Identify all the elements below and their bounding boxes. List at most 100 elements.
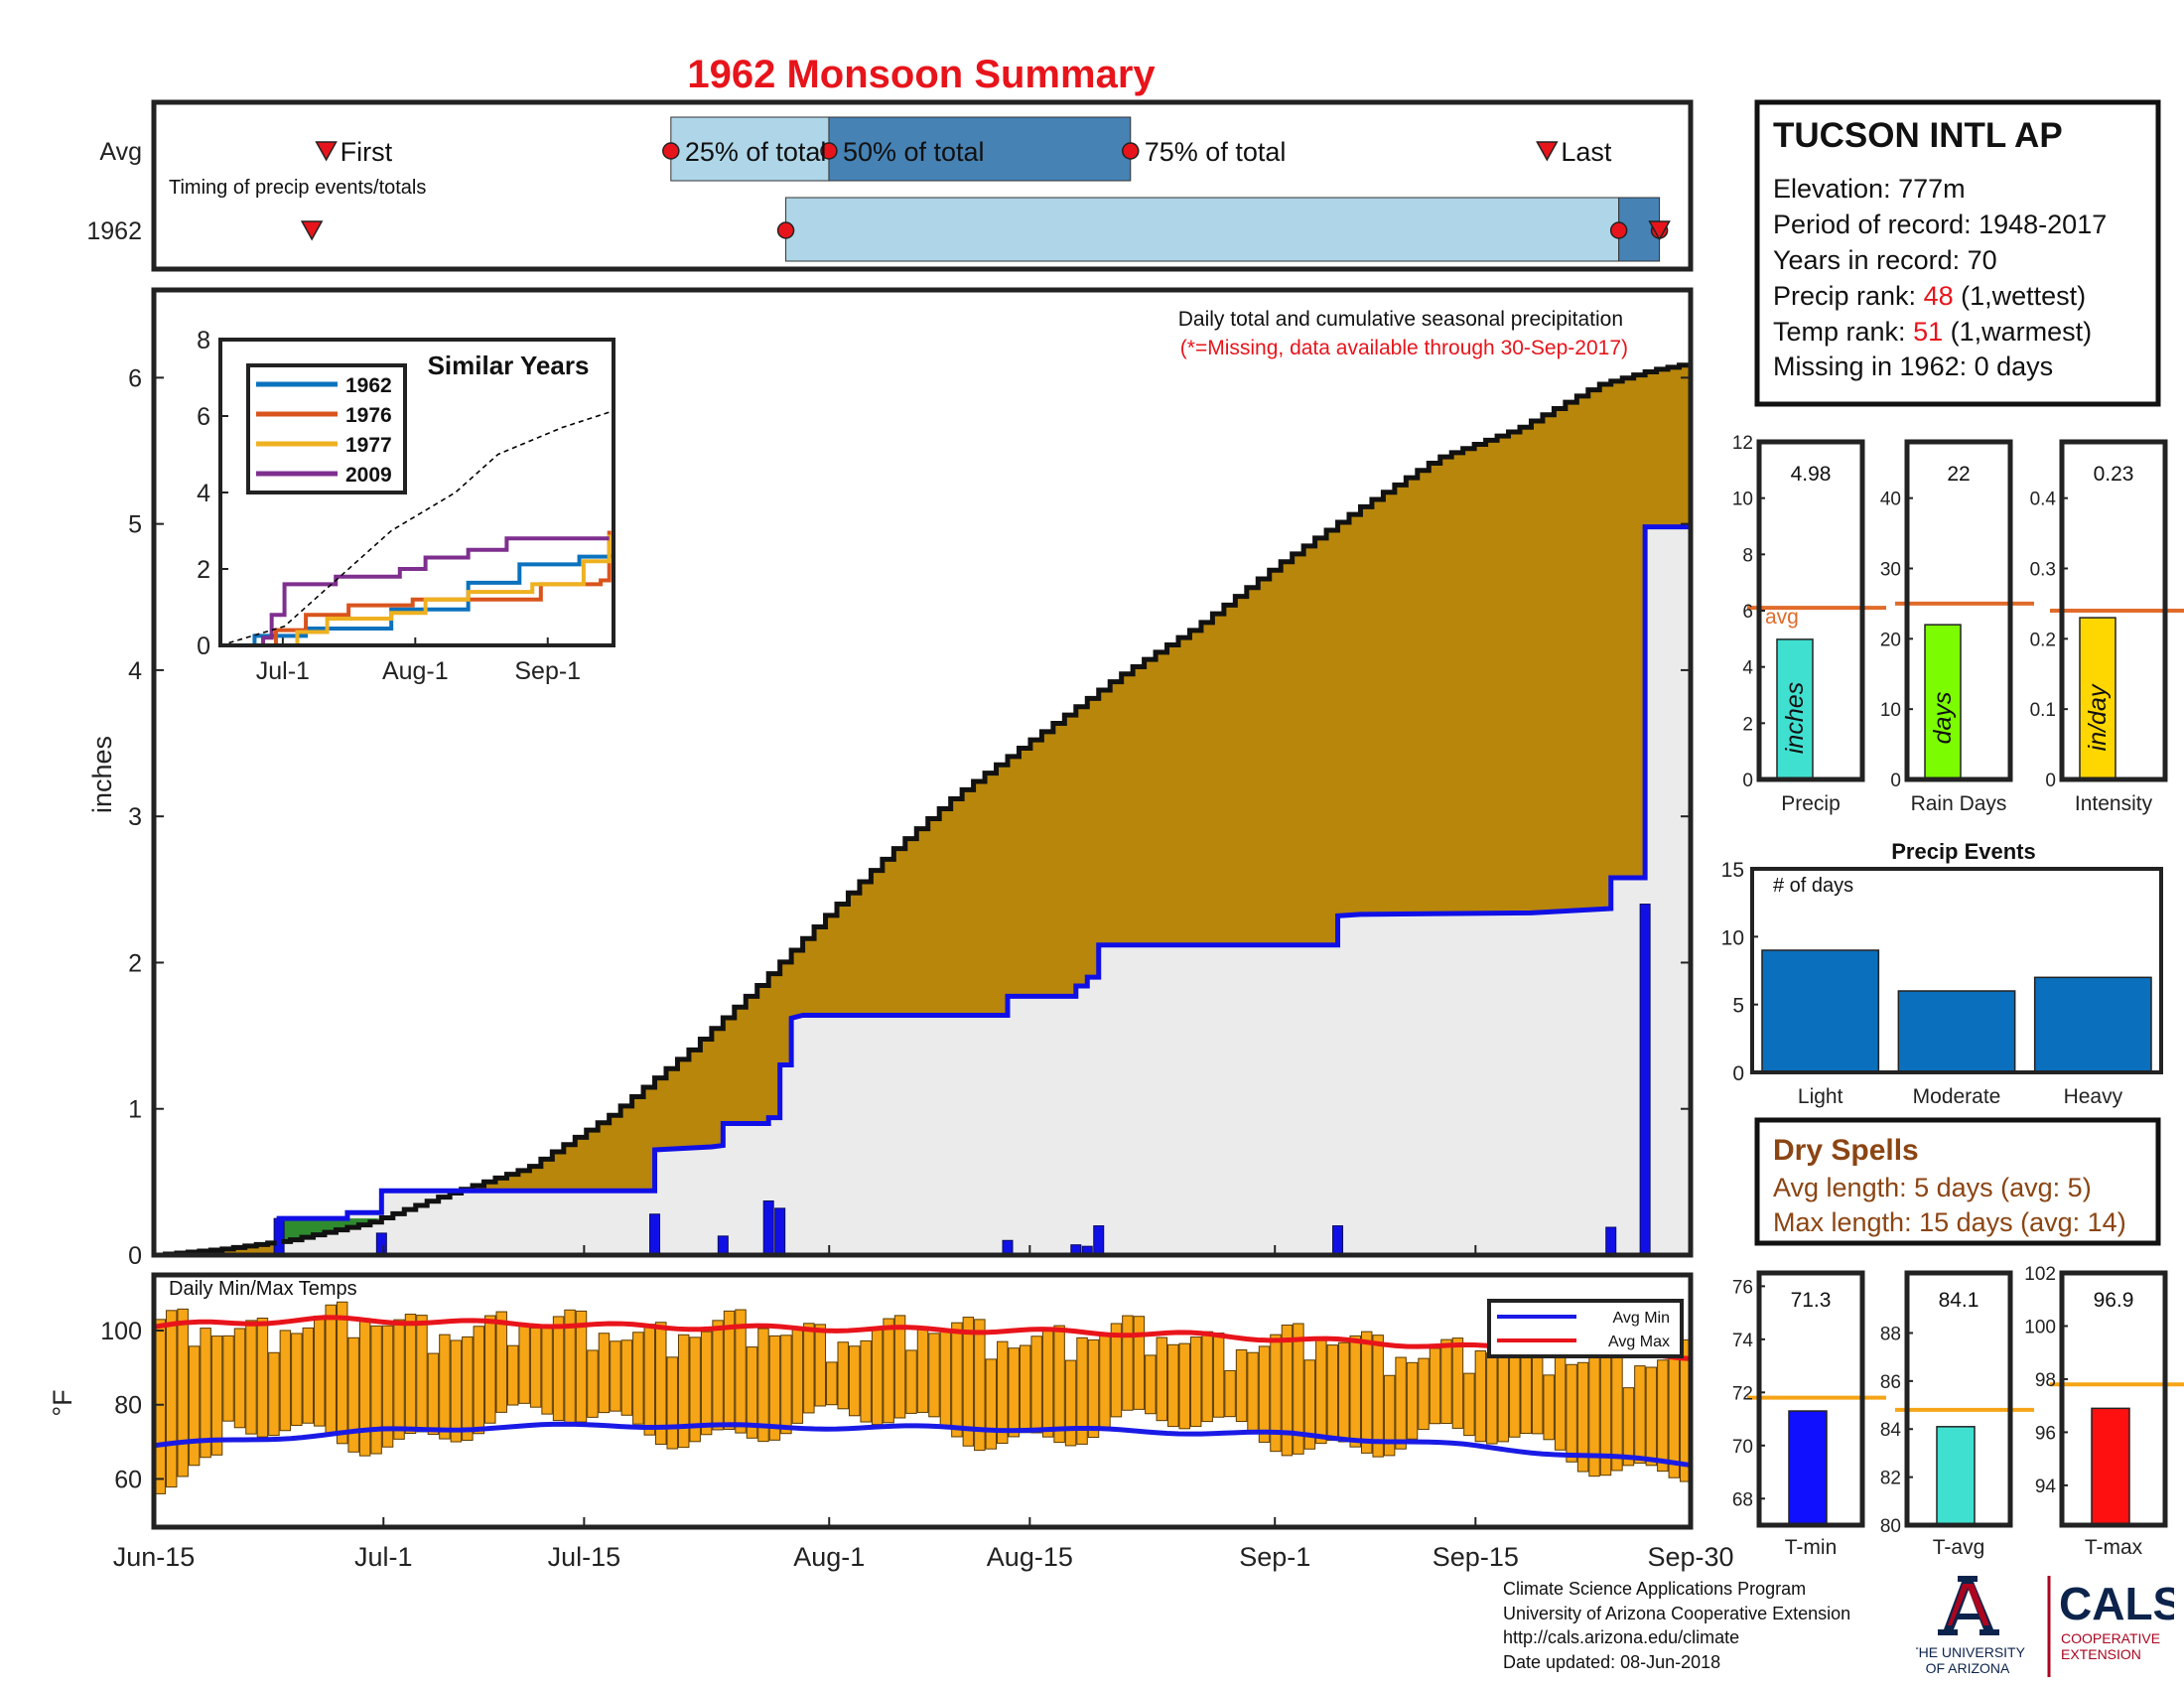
daily-precip-bar [774, 1207, 786, 1256]
avg-p50-marker [820, 142, 838, 160]
temps-y-label: °F [48, 1389, 77, 1416]
daily-precip-bar [649, 1213, 661, 1256]
university-logo: THE UNIVERSITY OF ARIZONA CALS COOPERATI… [1916, 1576, 2174, 1677]
daily-temp-bar [1543, 1374, 1555, 1441]
main-precip-panel: 0 1 2 3 4 5 6 Daily total and cumulative seaso… [87, 287, 1694, 1270]
daily-temp-bar [302, 1327, 315, 1424]
summary-bar-1 [1924, 624, 1962, 780]
main-y-tick-label: 5 [128, 511, 142, 539]
temp-summary-y-tick-label: 100 [2024, 1317, 2056, 1337]
daily-temp-bar [1087, 1338, 1100, 1439]
dry-spells-title: Dry Spells [1773, 1134, 1919, 1167]
inset-y-tick-label: 6 [197, 403, 210, 431]
daily-temp-bar [1657, 1359, 1669, 1473]
summary-y-tick-label: 10 [1880, 700, 1901, 721]
daily-temp-bar [165, 1310, 178, 1488]
summary-y-tick-label: 10 [1732, 490, 1753, 510]
date-tick-label: Aug-1 [793, 1542, 865, 1572]
daily-temp-bar [381, 1325, 394, 1448]
event-category-label: Moderate [1913, 1085, 2001, 1108]
daily-temp-bar [268, 1351, 280, 1437]
avg-p25-marker [662, 142, 680, 160]
dry-spells-box: Dry Spells Avg length: 5 days (avg: 5) M… [1754, 1117, 2161, 1246]
precip-rank-suffix: (1,wettest) [1954, 281, 2087, 311]
summary-unit-1: days [1929, 692, 1957, 745]
1962-first-marker [300, 220, 324, 241]
temp-rank-suffix: (1,warmest) [1943, 317, 2092, 347]
summary-frame-2 [2059, 439, 2168, 782]
temp-summary-y-tick-label: 96 [2035, 1423, 2056, 1444]
daily-temp-bar [803, 1323, 815, 1414]
temp-summary-category-1: T-avg [1933, 1536, 1985, 1559]
daily-temp-bar [1406, 1361, 1419, 1440]
credit-line: Climate Science Applications Program [1503, 1579, 1807, 1599]
daily-temp-bar [552, 1316, 565, 1422]
daily-temp-bar [177, 1308, 189, 1477]
station-years: Years in record: 70 [1773, 245, 1997, 275]
credit-line: Date updated: 08-Jun-2018 [1503, 1651, 1721, 1672]
daily-temp-bar [610, 1340, 621, 1412]
inset-title: Similar Years [428, 351, 590, 380]
legend-avg-max-label: Avg Max [1608, 1334, 1670, 1350]
daily-temp-bar [1303, 1359, 1316, 1450]
temp-summary-category-2: T-max [2085, 1536, 2143, 1559]
avg-first-marker [315, 141, 338, 162]
daily-temp-bar [1041, 1327, 1054, 1438]
daily-temp-bar [518, 1323, 530, 1404]
station-name: TUCSON INTL AP [1773, 116, 2063, 155]
inset-x-tick-label: Jul-1 [256, 657, 310, 685]
timing-row-1962: 1962 [86, 217, 142, 245]
daily-temp-bar [439, 1334, 451, 1440]
summary-y-tick-label: 0.2 [2030, 630, 2056, 650]
daily-temp-bar [1110, 1323, 1123, 1418]
daily-temp-bar [1645, 1366, 1658, 1467]
timing-p25-label: 25% of total [685, 137, 827, 167]
temp-summary-y-tick-label: 84 [1880, 1420, 1902, 1441]
summary-y-tick-label: 6 [1742, 602, 1753, 623]
daily-temp-bar [1395, 1356, 1407, 1450]
daily-temp-bar [291, 1333, 303, 1426]
daily-temp-bar [677, 1334, 690, 1449]
precip-summary-panels: 4.98 inches Precip 0 2 4 6 8 10 12 22 days Rain Days… [1732, 433, 2184, 815]
daily-temp-bar [1440, 1338, 1452, 1425]
summary-y-tick-label: 12 [1732, 433, 1753, 454]
1962-last-marker [1648, 220, 1671, 241]
daily-temp-bar [1145, 1354, 1157, 1415]
temp-summary-y-tick-label: 72 [1732, 1383, 1753, 1404]
daily-temp-bar [814, 1324, 827, 1407]
daily-temp-bar [746, 1346, 758, 1439]
temp-summary-y-tick-label: 70 [1732, 1437, 1753, 1458]
date-axis: Jun-15 Jul-1 Jul-15 Aug-1 Aug-15 Sep-1 Sep-15 S… [113, 1245, 1734, 1572]
daily-temp-bar [325, 1304, 337, 1435]
similar-year-line-1976 [220, 530, 612, 647]
avg-last-marker [1536, 141, 1559, 162]
temp-summary-value-2: 96.9 [2094, 1289, 2134, 1312]
daily-temp-bar [1167, 1343, 1179, 1428]
events-y-tick-label: 10 [1721, 926, 1744, 949]
station-precip-rank: Precip rank: 48 (1,wettest) [1773, 281, 2086, 311]
summary-y-tick-label: 2 [1742, 714, 1753, 735]
daily-temp-bar [712, 1320, 724, 1431]
event-bar-heavy [2033, 976, 2152, 1073]
credits-block: Climate Science Applications Program Uni… [1503, 1577, 1850, 1674]
daily-temp-bar [1247, 1351, 1259, 1432]
coop-line2: EXTENSION [2061, 1646, 2141, 1662]
events-frame [1750, 867, 2163, 1074]
inset-x-tick-label: Sep-1 [514, 657, 581, 685]
daily-temp-bar [1372, 1335, 1384, 1458]
similar-year-line-avg [219, 411, 610, 646]
dry-spells-avg: Avg length: 5 days (avg: 5) [1773, 1173, 2092, 1202]
daily-temp-bar [495, 1311, 507, 1413]
station-temp-rank: Temp rank: 51 (1,warmest) [1773, 317, 2092, 347]
daily-temp-bar [1474, 1350, 1487, 1443]
daily-temp-bar [1360, 1331, 1373, 1454]
avg-p75-marker [1122, 142, 1140, 160]
temp-summary-y-tick-label: 86 [1880, 1372, 1901, 1393]
station-elevation: Elevation: 777m [1773, 174, 1966, 204]
daily-temp-bar [860, 1339, 872, 1423]
daily-temp-bar [1178, 1342, 1190, 1430]
daily-temp-bar [620, 1339, 633, 1416]
date-tick-label: Jul-15 [548, 1542, 621, 1572]
daily-temp-bar [347, 1336, 359, 1453]
